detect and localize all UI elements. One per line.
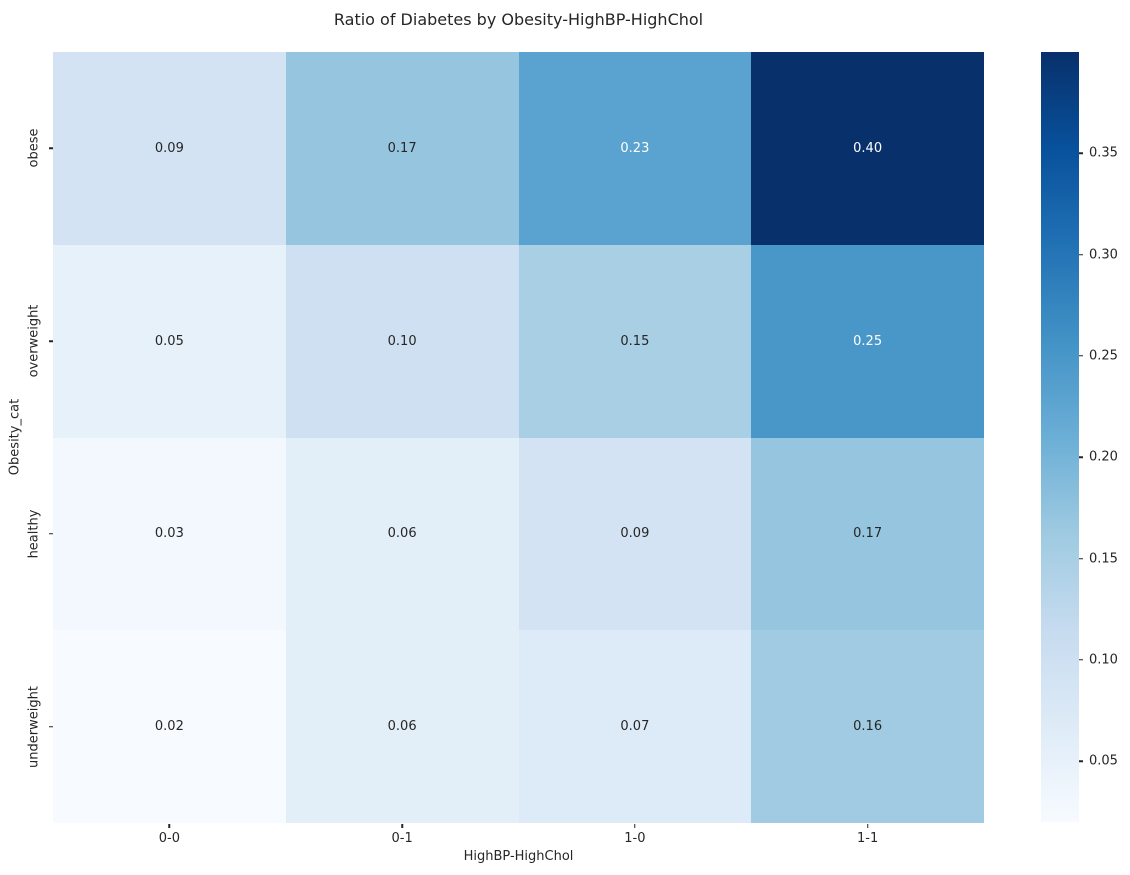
heatmap-grid: 0.09 0.17 0.23 0.40 0.05 0.10 0.15 0.25 0.03 0.06…	[53, 52, 984, 823]
y-tick-label: healthy	[26, 509, 42, 559]
y-tick-label: underweight	[26, 685, 42, 768]
colorbar-tick-label: 0.10	[1089, 652, 1118, 668]
heatmap-cell: 0.02	[53, 630, 286, 823]
y-tick-mark	[49, 147, 53, 150]
colorbar: 0.05 0.10 0.15 0.20 0.25 0.30 0.35	[1041, 52, 1130, 822]
cell-value: 0.09	[620, 526, 650, 542]
x-tick-label: 0-1	[391, 831, 413, 846]
colorbar-tick-mark	[1079, 253, 1083, 256]
x-tick-mark	[866, 824, 869, 828]
cell-value: 0.16	[853, 719, 883, 735]
x-tick-mark	[634, 824, 636, 828]
heatmap-cell: 0.06	[285, 630, 519, 823]
y-axis: obese overweight healthy underweight	[0, 52, 53, 823]
heatmap-cell: 0.07	[518, 630, 752, 823]
heatmap-cell: 0.25	[751, 244, 984, 438]
heatmap-cell: 0.09	[53, 52, 286, 245]
colorbar-tick-mark	[1079, 659, 1083, 661]
colorbar-tick-mark	[1079, 152, 1083, 155]
colorbar-gradient	[1041, 52, 1079, 822]
heatmap-cell: 0.40	[751, 52, 984, 245]
heatmap-cell: 0.23	[518, 52, 752, 245]
heatmap-cell: 0.17	[285, 52, 519, 245]
colorbar-tick-label: 0.30	[1089, 247, 1118, 263]
cell-value: 0.03	[154, 526, 184, 542]
y-tick-mark	[49, 725, 53, 728]
cell-value: 0.17	[853, 526, 883, 542]
colorbar-tick-label: 0.15	[1089, 551, 1118, 567]
x-axis: HighBP-HighChol 0-0 0-1 1-0 1-1	[53, 823, 984, 875]
y-tick-label: obese	[26, 128, 42, 168]
cell-value: 0.23	[620, 140, 650, 156]
colorbar-tick-mark	[1079, 456, 1083, 459]
x-tick-label: 0-0	[158, 831, 180, 846]
heatmap-cell: 0.05	[53, 244, 286, 438]
chart-title: Ratio of Diabetes by Obesity-HighBP-High…	[333, 10, 704, 29]
cell-value: 0.17	[387, 140, 417, 156]
cell-value: 0.05	[154, 333, 184, 349]
y-tick-mark	[49, 533, 53, 535]
colorbar-tick-mark	[1079, 760, 1083, 762]
x-axis-label: HighBP-HighChol	[463, 849, 574, 864]
colorbar-tick-label: 0.35	[1089, 145, 1118, 161]
heatmap-cell: 0.16	[751, 630, 984, 823]
cell-value: 0.10	[387, 333, 417, 349]
cell-value: 0.25	[853, 333, 883, 349]
x-tick-label: 1-0	[624, 831, 646, 846]
y-tick-label: overweight	[26, 304, 42, 378]
heatmap-cell: 0.06	[285, 437, 519, 631]
colorbar-tick-label: 0.05	[1089, 753, 1118, 769]
cell-value: 0.06	[387, 526, 417, 542]
y-tick-mark	[49, 340, 53, 342]
heatmap-cell: 0.15	[518, 244, 752, 438]
heatmap-cell: 0.03	[53, 437, 286, 631]
colorbar-tick-label: 0.25	[1089, 348, 1118, 364]
cell-value: 0.06	[387, 719, 417, 735]
x-tick-mark	[168, 824, 171, 828]
cell-value: 0.02	[154, 719, 184, 735]
colorbar-tick-label: 0.20	[1089, 449, 1118, 465]
heatmap-cell: 0.09	[518, 437, 752, 631]
cell-value: 0.09	[154, 140, 184, 156]
colorbar-tick-mark	[1079, 355, 1083, 357]
heatmap-cell: 0.10	[285, 244, 519, 438]
cell-value: 0.15	[620, 333, 650, 349]
x-tick-label: 1-1	[857, 831, 879, 846]
cell-value: 0.07	[620, 719, 650, 735]
x-tick-mark	[401, 824, 403, 828]
cell-value: 0.40	[853, 140, 883, 156]
heatmap-cell: 0.17	[751, 437, 984, 631]
colorbar-tick-mark	[1079, 557, 1083, 560]
